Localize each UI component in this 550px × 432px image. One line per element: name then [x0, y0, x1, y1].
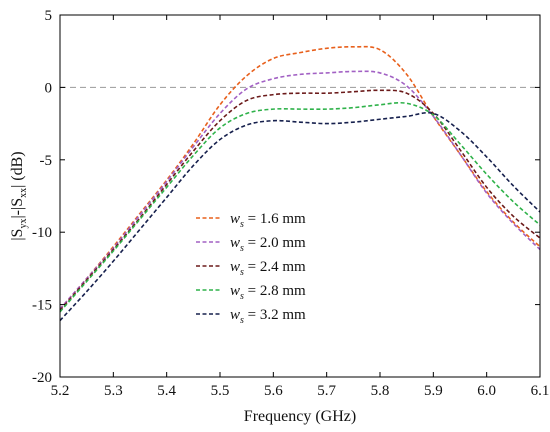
series-layer: [59, 45, 541, 322]
y-axis-label-part2: |-|S: [9, 198, 26, 219]
y-axis-label-sub2: xx: [18, 188, 29, 198]
x-tick-label: 6.0: [477, 383, 496, 399]
x-tick-label: 5.7: [317, 383, 336, 399]
legend-entry-sub: s: [240, 291, 244, 302]
legend-entry-3: ws = 2.4 mm: [230, 259, 306, 278]
legend-entry-sub: s: [240, 267, 244, 278]
legend-entry-name: w: [230, 235, 240, 251]
legend-entry-2: ws = 2.0 mm: [230, 235, 306, 254]
legend-entry-name: w: [230, 283, 240, 299]
series-line-5: [59, 111, 541, 322]
legend-entry-5: ws = 3.2 mm: [230, 307, 306, 326]
legend-entry-value: = 3.2 mm: [244, 307, 306, 323]
x-tick-label: 5.2: [51, 383, 70, 399]
legend-entry-sub: s: [240, 219, 244, 230]
plot-background: [60, 15, 540, 377]
y-axis-label: |Syx|-|Sxx| (dB): [9, 151, 29, 240]
y-tick-label: -15: [32, 298, 52, 314]
legend-entry-4: ws = 2.8 mm: [230, 283, 306, 302]
legend-entry-1: ws = 1.6 mm: [230, 211, 306, 230]
legend-entry-name: w: [230, 307, 240, 323]
legend-entry-name: w: [230, 211, 240, 227]
y-tick-label: -10: [32, 225, 52, 241]
legend-entry-value: = 2.0 mm: [244, 235, 306, 251]
x-tick-label: 5.3: [104, 383, 123, 399]
y-tick-label: -20: [32, 370, 52, 386]
tick-layer: 5.2 5.3 5.4 5.5 5.6 5.7 5.8 5.9 6.0 6.1 5 0 -5 -10 -15…: [32, 8, 549, 399]
x-tick-label: 5.8: [371, 383, 390, 399]
y-axis-label-part3: | (dB): [9, 151, 26, 188]
series-line-3: [59, 89, 541, 311]
legend-entry-value: = 2.8 mm: [244, 283, 306, 299]
series-line-4: [59, 101, 541, 313]
y-axis-label-sub1: yx: [18, 219, 29, 229]
legend-entry-name: w: [230, 259, 240, 275]
legend-entry-sub: s: [240, 315, 244, 326]
x-tick-label: 5.6: [264, 383, 283, 399]
plot-frame: [59, 14, 541, 378]
legend-entry-sub: s: [240, 243, 244, 254]
series-line-1: [59, 45, 541, 310]
legend-entry-value: = 1.6 mm: [244, 211, 306, 227]
x-tick-label: 6.1: [531, 383, 550, 399]
y-tick-label: 5: [45, 8, 53, 24]
y-axis-label-part1: |S: [9, 229, 26, 241]
x-axis-label: Frequency (GHz): [244, 408, 356, 425]
x-tick-label: 5.5: [211, 383, 230, 399]
x-tick-label: 5.9: [424, 383, 443, 399]
x-tick-label: 5.4: [157, 383, 176, 399]
legend-entry-value: = 2.4 mm: [244, 259, 306, 275]
y-tick-label: 0: [45, 80, 53, 96]
series-line-2: [59, 70, 541, 310]
y-tick-label: -5: [40, 153, 53, 169]
